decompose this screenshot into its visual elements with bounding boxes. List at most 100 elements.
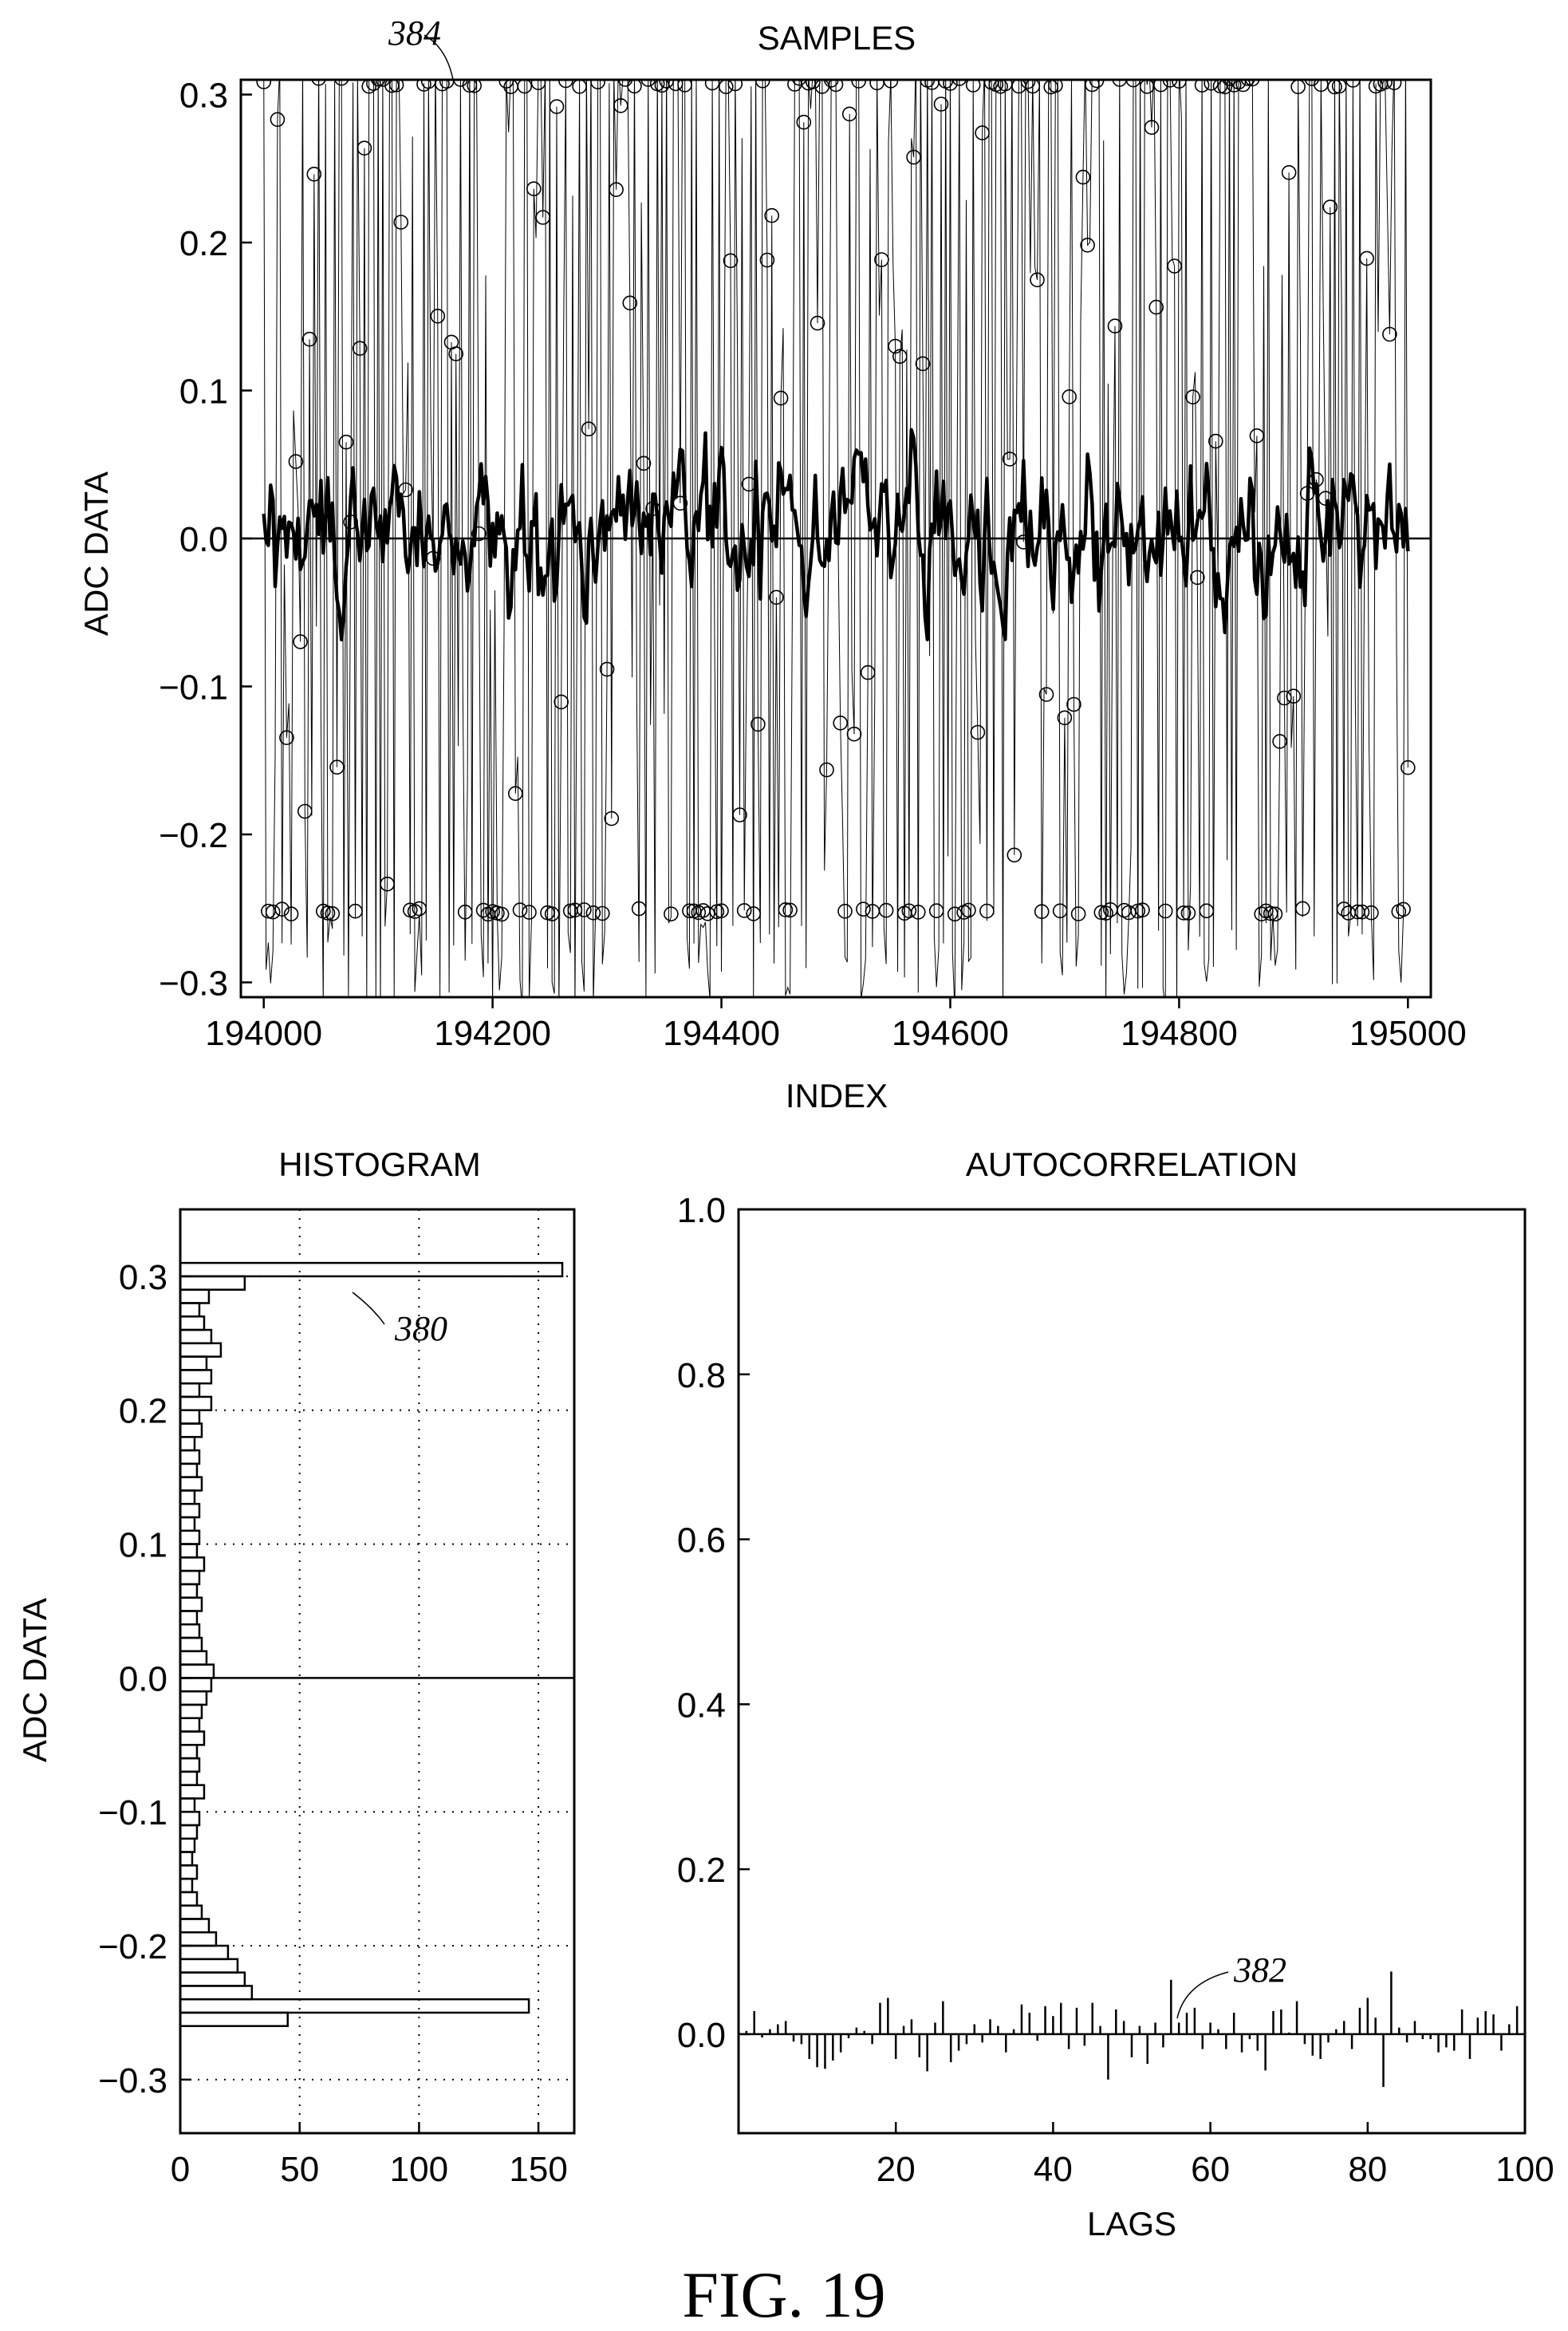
samples-point [613, 98, 628, 113]
samples-point [1277, 690, 1292, 706]
samples-point [888, 338, 903, 354]
samples-point [430, 308, 446, 324]
samples-point [274, 901, 290, 917]
samples-point [338, 434, 354, 450]
samples-point [1208, 433, 1223, 449]
samples-point [1052, 903, 1068, 919]
samples-point [1396, 901, 1411, 917]
samples-point [279, 730, 294, 746]
samples-point [1144, 120, 1160, 135]
samples-point [806, 80, 821, 89]
samples-point [1075, 169, 1091, 185]
histogram-ytick-label: 0.2 [119, 1392, 167, 1431]
samples-point [1007, 847, 1022, 863]
samples-point [1172, 80, 1187, 89]
samples-xtick-label: 194400 [663, 1014, 780, 1053]
samples-point [1364, 905, 1379, 921]
samples-xlabel: INDEX [786, 1077, 888, 1114]
samples-point [915, 356, 931, 372]
samples-point [1107, 318, 1123, 334]
samples-point [1121, 905, 1137, 921]
samples-point [841, 106, 857, 122]
histogram-xtick-label: 0 [171, 2150, 190, 2189]
histogram-chart: HISTOGRAM ADC DATA 0.3 0.2 0.1 0.0 −0.1 −0.2 −… [16, 1146, 576, 2189]
samples-point [1199, 903, 1215, 919]
samples-point [1180, 905, 1196, 921]
samples-point [801, 80, 816, 91]
samples-point [677, 80, 692, 93]
autocorrelation-ytick-label: 0.8 [677, 1356, 726, 1395]
samples-point [837, 904, 853, 919]
samples-ytick-label: −0.3 [159, 964, 228, 1003]
samples-point [1377, 80, 1393, 90]
samples-point [1070, 906, 1086, 921]
samples-point [833, 715, 848, 731]
samples-point [951, 80, 967, 86]
samples-point [1002, 452, 1018, 467]
histogram-ytick-label: −0.3 [98, 2061, 167, 2100]
samples-point [256, 80, 271, 89]
samples-xtick-label: 194200 [434, 1014, 551, 1053]
samples-point [1148, 299, 1164, 315]
samples-point [1194, 80, 1210, 93]
samples-point [901, 903, 917, 919]
samples-xtick-label: 195000 [1349, 1014, 1467, 1053]
samples-point [507, 786, 523, 802]
samples-point [764, 207, 780, 223]
samples-point [732, 807, 747, 822]
samples-point [1382, 326, 1397, 342]
samples-point [1066, 696, 1081, 712]
samples-point [1038, 687, 1054, 702]
samples-point [1286, 688, 1302, 704]
samples-point [366, 80, 381, 91]
samples-point [462, 80, 478, 93]
samples-point [704, 80, 720, 91]
autocorrelation-xtick-label: 20 [877, 2150, 916, 2189]
samples-point [1153, 80, 1168, 93]
samples-point [1304, 80, 1320, 86]
samples-point [306, 167, 322, 182]
samples-point [457, 905, 473, 920]
samples-point [965, 80, 981, 93]
samples-point [590, 80, 605, 89]
samples-point [1112, 80, 1128, 87]
autocorrelation-ytick-label: 0.6 [677, 1521, 726, 1560]
samples-point [860, 665, 876, 680]
samples-point [699, 906, 715, 921]
samples-point [594, 905, 610, 921]
samples-point [1135, 902, 1150, 917]
histogram-xtick-label: 100 [390, 2150, 448, 2189]
samples-point [723, 253, 739, 269]
autocorrelation-annotation-leader [1176, 1971, 1229, 2019]
samples-point [293, 634, 308, 649]
figure-caption: FIG. 19 [682, 2258, 885, 2331]
samples-point [517, 80, 533, 94]
samples-point [416, 80, 431, 92]
histogram-ytick-label: −0.2 [98, 1927, 167, 1966]
histogram-annotation-380: 380 [394, 1309, 447, 1348]
samples-point [599, 661, 615, 677]
samples-point [1025, 80, 1041, 94]
samples-point [769, 590, 784, 605]
autocorrelation-xtick-label: 40 [1034, 2150, 1073, 2189]
samples-point [1263, 905, 1278, 921]
samples-point [911, 905, 926, 920]
samples-point [348, 903, 363, 919]
samples-point [325, 906, 341, 921]
samples-point [609, 182, 624, 197]
samples-point [961, 902, 976, 918]
samples-point [727, 80, 743, 92]
histogram-frame [179, 1208, 576, 2135]
samples-point [535, 210, 551, 225]
samples-ytick-label: 0.0 [179, 520, 228, 559]
samples-point [297, 803, 313, 819]
samples-point [1331, 80, 1347, 94]
samples-point [572, 80, 587, 94]
samples-point [494, 906, 510, 922]
samples-raw-line [263, 80, 1408, 997]
samples-point [283, 906, 299, 921]
samples-point [1226, 80, 1242, 93]
samples-ytick-label: 0.2 [179, 224, 228, 263]
samples-filtered-line [262, 428, 1410, 642]
